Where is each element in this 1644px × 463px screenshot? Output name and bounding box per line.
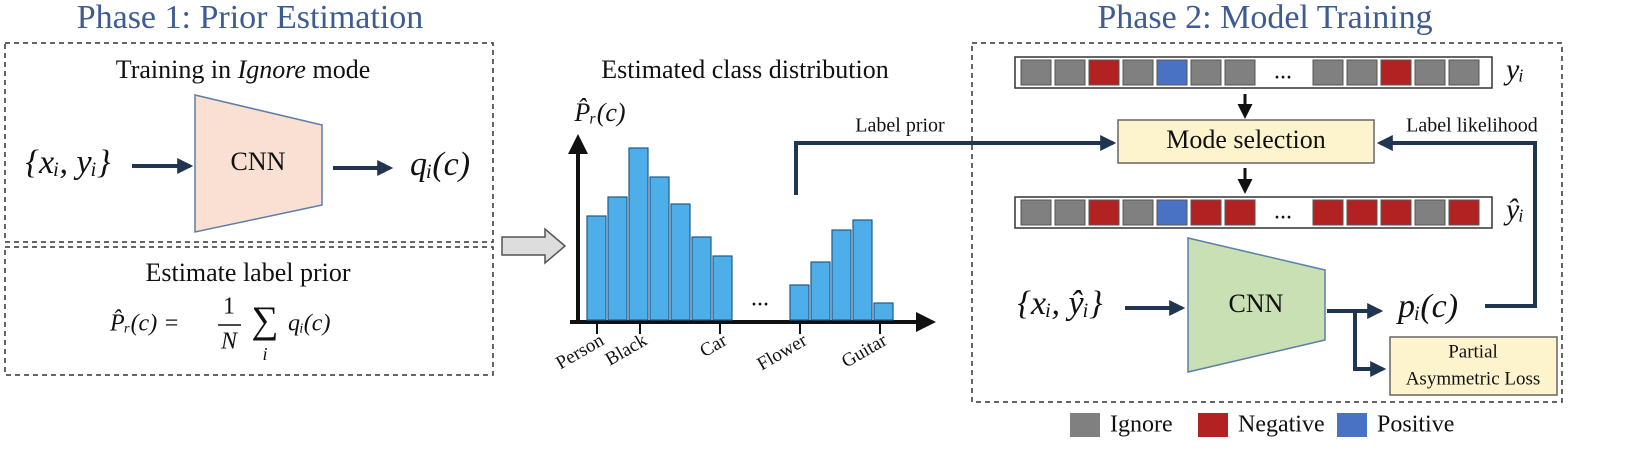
dist-title: Estimated class distribution	[601, 55, 888, 84]
mode-selection: Mode selection	[1166, 125, 1326, 154]
legend-label: Ignore	[1110, 412, 1173, 438]
ellipsis: ...	[1274, 199, 1292, 225]
cnn-label: CNN	[1229, 289, 1284, 318]
bar	[852, 219, 873, 321]
label-cell	[1190, 59, 1222, 86]
label-cell	[1122, 199, 1154, 226]
label-cell	[1346, 59, 1378, 86]
label-cell	[1122, 59, 1154, 86]
label-cell	[1380, 59, 1412, 86]
formula-sum-sub: i	[262, 344, 267, 364]
input: {xᵢ, ŷᵢ}	[1017, 285, 1103, 322]
label-likelihood: Label likelihood	[1406, 115, 1538, 137]
ellipsis: ...	[1274, 59, 1292, 85]
label-cell	[1156, 199, 1188, 226]
arrow	[794, 135, 1117, 195]
label-cell	[1020, 59, 1052, 86]
mode-selection-box	[1117, 119, 1375, 164]
label-cell	[1088, 199, 1120, 226]
loss-line2: Asymmetric Loss	[1406, 368, 1541, 389]
box	[4, 246, 494, 376]
label-prior: Label prior	[855, 115, 945, 137]
legend-swatch	[1337, 413, 1367, 437]
bar	[607, 196, 628, 321]
legend-swatch	[1070, 413, 1100, 437]
formula-sum: ∑	[251, 300, 278, 342]
bar	[649, 176, 670, 321]
x-tick-label: Person	[552, 330, 608, 374]
legend-label: Positive	[1377, 412, 1454, 438]
formula-term: qᵢ(c)	[288, 311, 330, 337]
label-cell	[1380, 199, 1412, 226]
bar	[712, 255, 733, 321]
label-cell	[1224, 59, 1256, 86]
label-cell	[1224, 199, 1256, 226]
cnn-label: CNN	[231, 147, 286, 176]
row1-label: yᵢ	[1503, 53, 1524, 86]
label-cell	[1020, 199, 1052, 226]
bar	[586, 215, 607, 321]
x-tick-label: Flower	[754, 330, 812, 375]
legend-label: Negative	[1238, 412, 1325, 438]
cnn	[194, 94, 323, 233]
label-cell	[1414, 59, 1446, 86]
box	[971, 42, 1563, 403]
phase1-title: Phase 1: Prior Estimation	[77, 0, 424, 36]
bar	[873, 302, 894, 321]
label-cell	[1346, 199, 1378, 226]
row2-label: ŷᵢ	[1503, 193, 1524, 226]
phase2-title: Phase 2: Model Training	[1097, 0, 1432, 36]
output: qᵢ(c)	[410, 146, 470, 183]
bar	[810, 261, 831, 321]
axis-label: P̂ᵣ(c)	[573, 98, 625, 127]
label-cell	[1312, 59, 1344, 86]
bar	[628, 147, 649, 321]
formula: P̂ᵣ(c) = 1 N ∑ i qᵢ(c)	[109, 294, 330, 365]
block-arrow	[501, 227, 567, 265]
output: pᵢ(c)	[1396, 288, 1458, 325]
label-cell	[1156, 59, 1188, 86]
bar	[789, 284, 810, 321]
formula-num: 1	[223, 294, 235, 320]
bar	[691, 236, 712, 321]
ellipsis: ...	[751, 286, 769, 312]
x-tick-label: Guitar	[838, 330, 891, 373]
formula-lhs: P̂ᵣ(c) =	[109, 310, 179, 337]
label-cell	[1190, 199, 1222, 226]
bar	[670, 203, 691, 321]
estimate-title: Estimate label prior	[145, 258, 350, 287]
formula-den: N	[220, 329, 239, 355]
box	[4, 42, 494, 243]
x-tick-label: Black	[602, 330, 651, 371]
label-cell	[1088, 59, 1120, 86]
legend-swatch	[1198, 413, 1228, 437]
bar	[831, 229, 852, 321]
loss-line1: Partial	[1448, 341, 1498, 362]
label-cell	[1448, 59, 1480, 86]
loss-box	[1389, 336, 1558, 396]
label-cell	[1414, 199, 1446, 226]
label-cell	[1312, 199, 1344, 226]
training-title: Training in Ignore mode	[116, 55, 370, 84]
cnn	[1187, 237, 1326, 373]
label-cell	[1448, 199, 1480, 226]
label-cell	[1054, 59, 1086, 86]
label-cell	[1054, 199, 1086, 226]
arrow	[1353, 311, 1387, 377]
input: {xᵢ, yᵢ}	[25, 144, 111, 181]
arrow	[1376, 135, 1537, 308]
x-tick-label: Car	[696, 330, 731, 362]
